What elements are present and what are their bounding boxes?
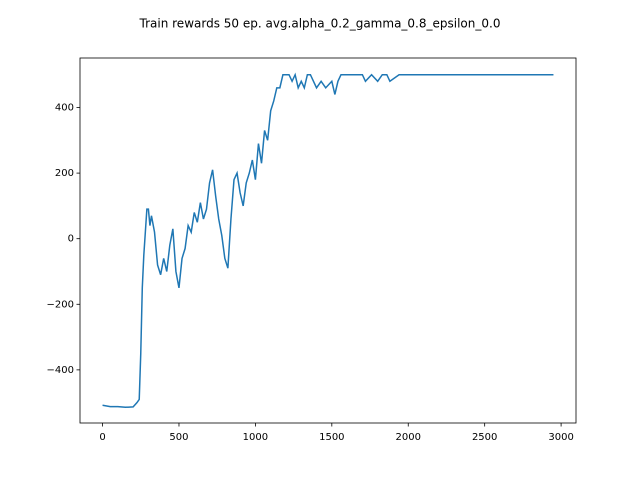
x-tick-label: 1000 [243, 432, 268, 443]
x-tick-label: 2500 [472, 432, 497, 443]
x-tick-label: 500 [169, 432, 188, 443]
line [102, 72, 554, 409]
axes-frame [79, 57, 577, 424]
chart-title: Train rewards 50 ep. avg.alpha_0.2_gamma… [139, 17, 501, 31]
y-tick-label: −400 [47, 365, 74, 376]
y-tick-label: −200 [47, 299, 74, 310]
y-tick-label: 0 [68, 234, 74, 245]
x-tick-label: 3000 [548, 432, 573, 443]
y-tick-label: 400 [55, 103, 74, 114]
y-tick-label: 200 [55, 168, 74, 179]
x-tick-label: 2000 [396, 432, 421, 443]
x-tick-label: 0 [99, 432, 105, 443]
x-tick-label: 1500 [319, 432, 344, 443]
